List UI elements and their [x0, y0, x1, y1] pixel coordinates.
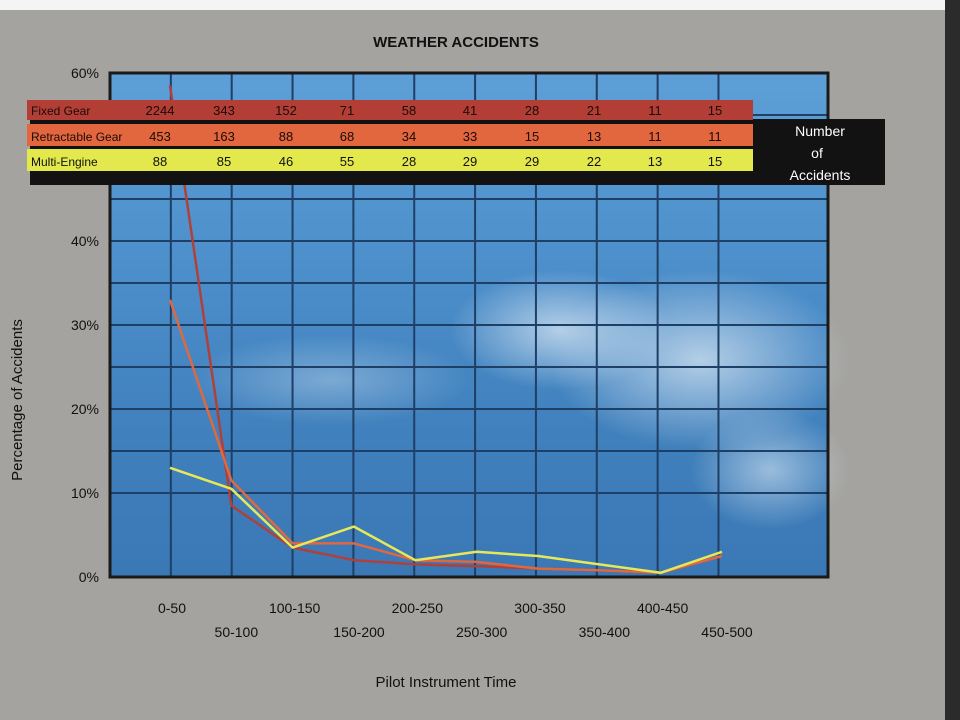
count-cell: 46	[279, 154, 293, 169]
x-tick-label: 300-350	[514, 600, 566, 616]
count-cell: 13	[648, 154, 662, 169]
y-axis-ticks: 0% 10% 20% 30% 40% 60%	[71, 65, 99, 585]
accident-count-table: Fixed Gear 2244 343 152 71 58 41 28 21 11 15 Retrac…	[27, 100, 885, 185]
y-tick-label: 60%	[71, 65, 99, 81]
count-cell: 34	[402, 129, 416, 144]
legend-title-line: Number	[795, 123, 845, 139]
count-cell: 71	[340, 103, 354, 118]
count-cell: 28	[402, 154, 416, 169]
legend-title-line: Accidents	[790, 167, 851, 183]
chart-title: WEATHER ACCIDENTS	[373, 34, 539, 51]
count-cell: 85	[217, 154, 231, 169]
x-tick-label: 0-50	[158, 600, 186, 616]
count-cell: 15	[708, 154, 722, 169]
count-cell: 343	[213, 103, 235, 118]
count-cell: 15	[708, 103, 722, 118]
multi-engine-band	[27, 149, 753, 171]
x-tick-label: 450-500	[701, 624, 753, 640]
count-cell: 2244	[146, 103, 175, 118]
y-tick-label: 0%	[79, 569, 99, 585]
count-cell: 29	[463, 154, 477, 169]
count-row-label: Fixed Gear	[31, 104, 90, 118]
legend-title-line: of	[811, 145, 823, 161]
plot-frame	[108, 71, 830, 579]
x-tick-label: 350-400	[579, 624, 631, 640]
count-cell: 58	[402, 103, 416, 118]
count-cell: 29	[525, 154, 539, 169]
count-cell: 11	[648, 129, 662, 144]
count-cell: 88	[153, 154, 167, 169]
count-row-label: Retractable Gear	[31, 130, 122, 144]
count-cell: 22	[587, 154, 601, 169]
x-axis-label: Pilot Instrument Time	[376, 674, 517, 691]
cloud-shape	[450, 270, 670, 390]
top-band	[0, 0, 960, 10]
x-tick-label: 400-450	[637, 600, 689, 616]
count-cell: 11	[708, 129, 722, 144]
series-lines	[168, 85, 723, 575]
count-cell: 68	[340, 129, 354, 144]
y-tick-label: 30%	[71, 317, 99, 333]
series-line-retractable-gear	[168, 299, 723, 575]
count-cell: 453	[149, 129, 171, 144]
y-tick-label: 10%	[71, 485, 99, 501]
count-cell: 33	[463, 129, 477, 144]
x-axis-ticks: 0-50 50-100 100-150 150-200 200-250 250-300 30…	[158, 600, 753, 640]
cloud-shape	[190, 335, 470, 425]
count-cell: 41	[463, 103, 477, 118]
count-cell: 28	[525, 103, 539, 118]
series-line-multi-engine	[169, 466, 723, 575]
y-tick-label: 40%	[71, 233, 99, 249]
count-cell: 13	[587, 129, 601, 144]
count-cell: 11	[648, 103, 662, 118]
count-cell: 55	[340, 154, 354, 169]
right-edge	[945, 0, 960, 720]
y-tick-label: 20%	[71, 401, 99, 417]
x-tick-label: 200-250	[392, 600, 444, 616]
fixed-gear-band	[27, 100, 753, 120]
count-cell: 163	[213, 129, 235, 144]
x-tick-label: 150-200	[333, 624, 385, 640]
count-row-label: Multi-Engine	[31, 155, 98, 169]
count-cell: 21	[587, 103, 601, 118]
x-tick-label: 100-150	[269, 600, 321, 616]
count-cell: 152	[275, 103, 297, 118]
legend-title: Number of Accidents	[790, 123, 851, 183]
x-tick-label: 50-100	[215, 624, 259, 640]
y-axis-label: Percentage of Accidents	[9, 319, 26, 481]
retractable-gear-band	[27, 124, 753, 146]
count-cell: 88	[279, 129, 293, 144]
x-tick-label: 250-300	[456, 624, 508, 640]
count-cell: 15	[525, 129, 539, 144]
cloud-shape	[690, 410, 850, 530]
